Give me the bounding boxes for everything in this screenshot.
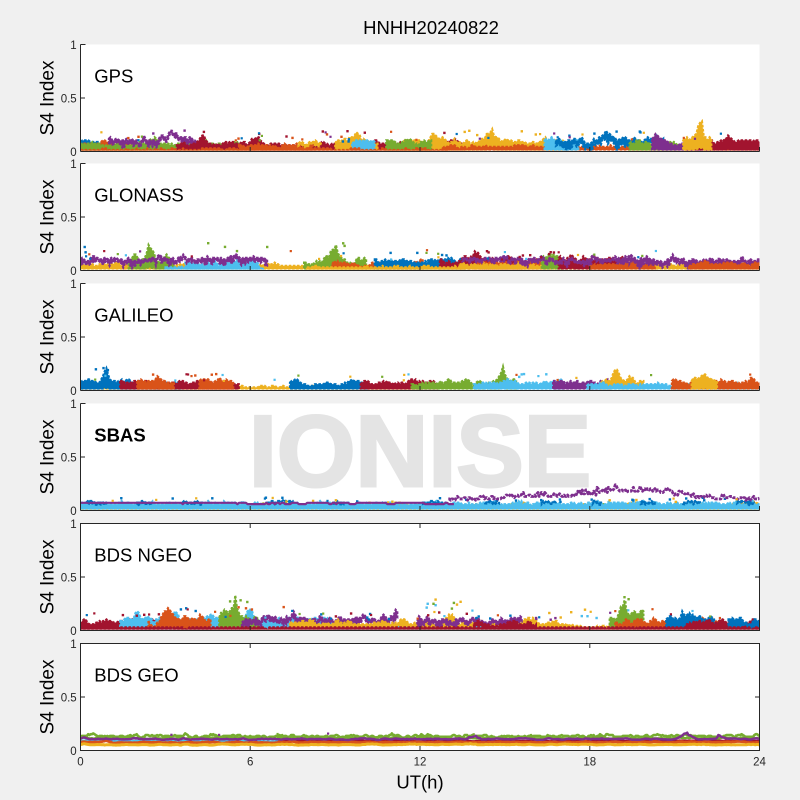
svg-text:1: 1 <box>70 279 76 291</box>
svg-text:HNHH20240822: HNHH20240822 <box>363 17 499 38</box>
svg-text:BDS GEO: BDS GEO <box>94 664 178 685</box>
svg-text:GALILEO: GALILEO <box>94 304 173 325</box>
svg-text:0.5: 0.5 <box>61 333 77 345</box>
svg-text:1: 1 <box>70 159 76 171</box>
svg-text:GLONASS: GLONASS <box>94 184 183 205</box>
svg-text:0: 0 <box>77 756 83 768</box>
svg-text:1: 1 <box>70 399 76 411</box>
svg-text:0: 0 <box>70 626 76 638</box>
svg-text:S4 Index: S4 Index <box>38 60 59 135</box>
svg-text:6: 6 <box>247 756 253 768</box>
svg-text:S4 Index: S4 Index <box>38 539 59 614</box>
svg-text:BDS NGEO: BDS NGEO <box>94 544 192 565</box>
svg-text:0: 0 <box>70 266 76 278</box>
svg-text:1: 1 <box>70 639 76 651</box>
svg-text:UT(h): UT(h) <box>396 771 443 792</box>
svg-text:S4 Index: S4 Index <box>38 299 59 374</box>
svg-text:1: 1 <box>70 519 76 531</box>
svg-text:IONISE: IONISE <box>249 396 591 508</box>
svg-text:GPS: GPS <box>94 65 133 86</box>
svg-text:S4 Index: S4 Index <box>38 179 59 254</box>
svg-text:0: 0 <box>70 147 76 159</box>
svg-text:0.5: 0.5 <box>61 573 77 585</box>
svg-text:0.5: 0.5 <box>61 213 77 225</box>
svg-text:0: 0 <box>70 746 76 758</box>
svg-text:SBAS: SBAS <box>94 424 145 445</box>
svg-text:0.5: 0.5 <box>61 693 77 705</box>
svg-text:12: 12 <box>414 756 427 768</box>
svg-text:24: 24 <box>753 756 766 768</box>
svg-text:1: 1 <box>70 40 76 52</box>
svg-text:0.5: 0.5 <box>61 453 77 465</box>
svg-text:0: 0 <box>70 386 76 398</box>
svg-text:S4 Index: S4 Index <box>38 419 59 494</box>
svg-text:S4 Index: S4 Index <box>38 659 59 734</box>
svg-text:0.5: 0.5 <box>61 94 77 106</box>
svg-text:0: 0 <box>70 506 76 518</box>
svg-text:18: 18 <box>583 756 596 768</box>
